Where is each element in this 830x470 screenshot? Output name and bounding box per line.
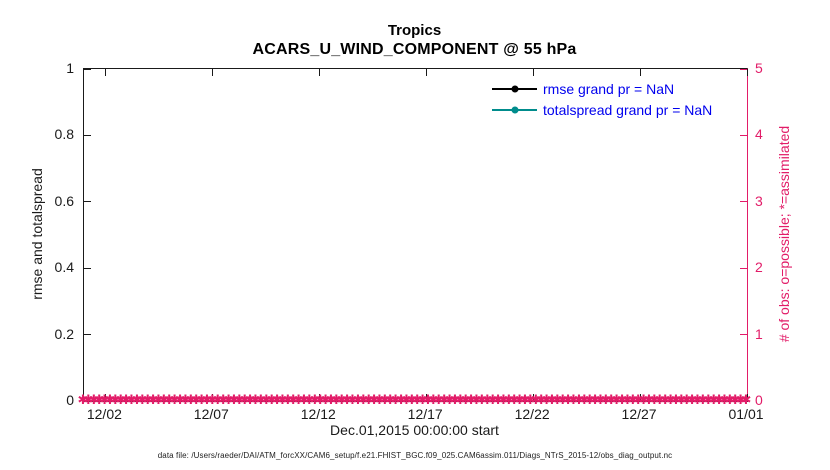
legend: rmse grand pr = NaN totalspread grand pr … [492, 78, 712, 120]
y-tick-label-left: 0 [66, 392, 74, 408]
legend-item: rmse grand pr = NaN [492, 78, 712, 99]
y-tick-mark-left [84, 68, 91, 70]
legend-marker-dot [511, 85, 518, 92]
x-tick-mark-bottom [639, 394, 641, 401]
x-tick-mark-top [425, 69, 427, 76]
y-tick-label-left: 0.4 [54, 259, 74, 276]
y-tick-mark-right [740, 334, 747, 336]
y-axis-label-left: rmse and totalspread [29, 168, 45, 300]
y-tick-label-right: 4 [755, 126, 763, 143]
x-tick-label: 01/01 [728, 406, 764, 422]
legend-line [492, 106, 537, 113]
y-tick-mark-right [740, 267, 747, 269]
x-tick-mark-bottom [532, 394, 534, 401]
x-tick-label: 12/12 [300, 406, 336, 422]
x-tick-mark-top [746, 69, 748, 76]
y-tick-mark-left [84, 267, 91, 269]
x-tick-mark-top [318, 69, 320, 76]
y-tick-mark-right [740, 400, 747, 402]
y-tick-mark-right [740, 201, 747, 203]
x-tick-mark-bottom [746, 394, 748, 401]
y-tick-mark-right [740, 134, 747, 136]
y-tick-label-right: 1 [755, 325, 763, 342]
y-tick-mark-right [740, 68, 747, 70]
x-tick-mark-bottom [104, 394, 106, 401]
chart-title: Tropics [387, 22, 442, 39]
x-tick-mark-top [532, 69, 534, 76]
x-tick-mark-top [639, 69, 641, 76]
y-axis-label-right: # of obs: o=possible; *=assimilated [776, 125, 792, 343]
x-tick-mark-bottom [318, 394, 320, 401]
legend-marker-dot [511, 106, 518, 113]
y-tick-label-left: 0.2 [54, 325, 74, 342]
x-tick-label: 12/27 [621, 406, 657, 422]
x-tick-label: 12/07 [193, 406, 229, 422]
y-tick-label-left: 1 [66, 60, 74, 76]
x-tick-label: 12/17 [407, 406, 443, 422]
x-tick-mark-bottom [425, 394, 427, 401]
legend-label: totalspread grand pr = NaN [543, 101, 713, 118]
y-tick-label-right: 3 [755, 192, 763, 209]
legend-item: totalspread grand pr = NaN [492, 99, 712, 120]
y-tick-mark-left [84, 201, 91, 203]
x-axis-label: Dec.01,2015 00:00:00 start [330, 422, 499, 438]
data-file-caption: data file: /Users/raeder/DAI/ATM_forcXX/… [157, 451, 673, 460]
y-tick-label-right: 2 [755, 259, 763, 276]
chart-subtitle: ACARS_U_WIND_COMPONENT @ 55 hPa [252, 41, 577, 58]
x-tick-label: 12/02 [86, 406, 122, 422]
legend-label: rmse grand pr = NaN [543, 80, 675, 97]
y-tick-label-right: 5 [755, 60, 763, 76]
y-tick-label-left: 0.8 [54, 126, 74, 143]
legend-line [492, 85, 537, 92]
x-tick-mark-bottom [211, 394, 213, 401]
y-tick-label-left: 0.6 [54, 192, 74, 209]
y-tick-mark-left [84, 134, 91, 136]
x-tick-mark-top [211, 69, 213, 76]
x-tick-mark-top [104, 69, 106, 76]
y-tick-mark-left [84, 400, 91, 402]
plot-area [83, 68, 748, 402]
y-tick-mark-left [84, 334, 91, 336]
y-tick-label-right: 0 [755, 392, 763, 408]
x-tick-label: 12/22 [514, 406, 550, 422]
